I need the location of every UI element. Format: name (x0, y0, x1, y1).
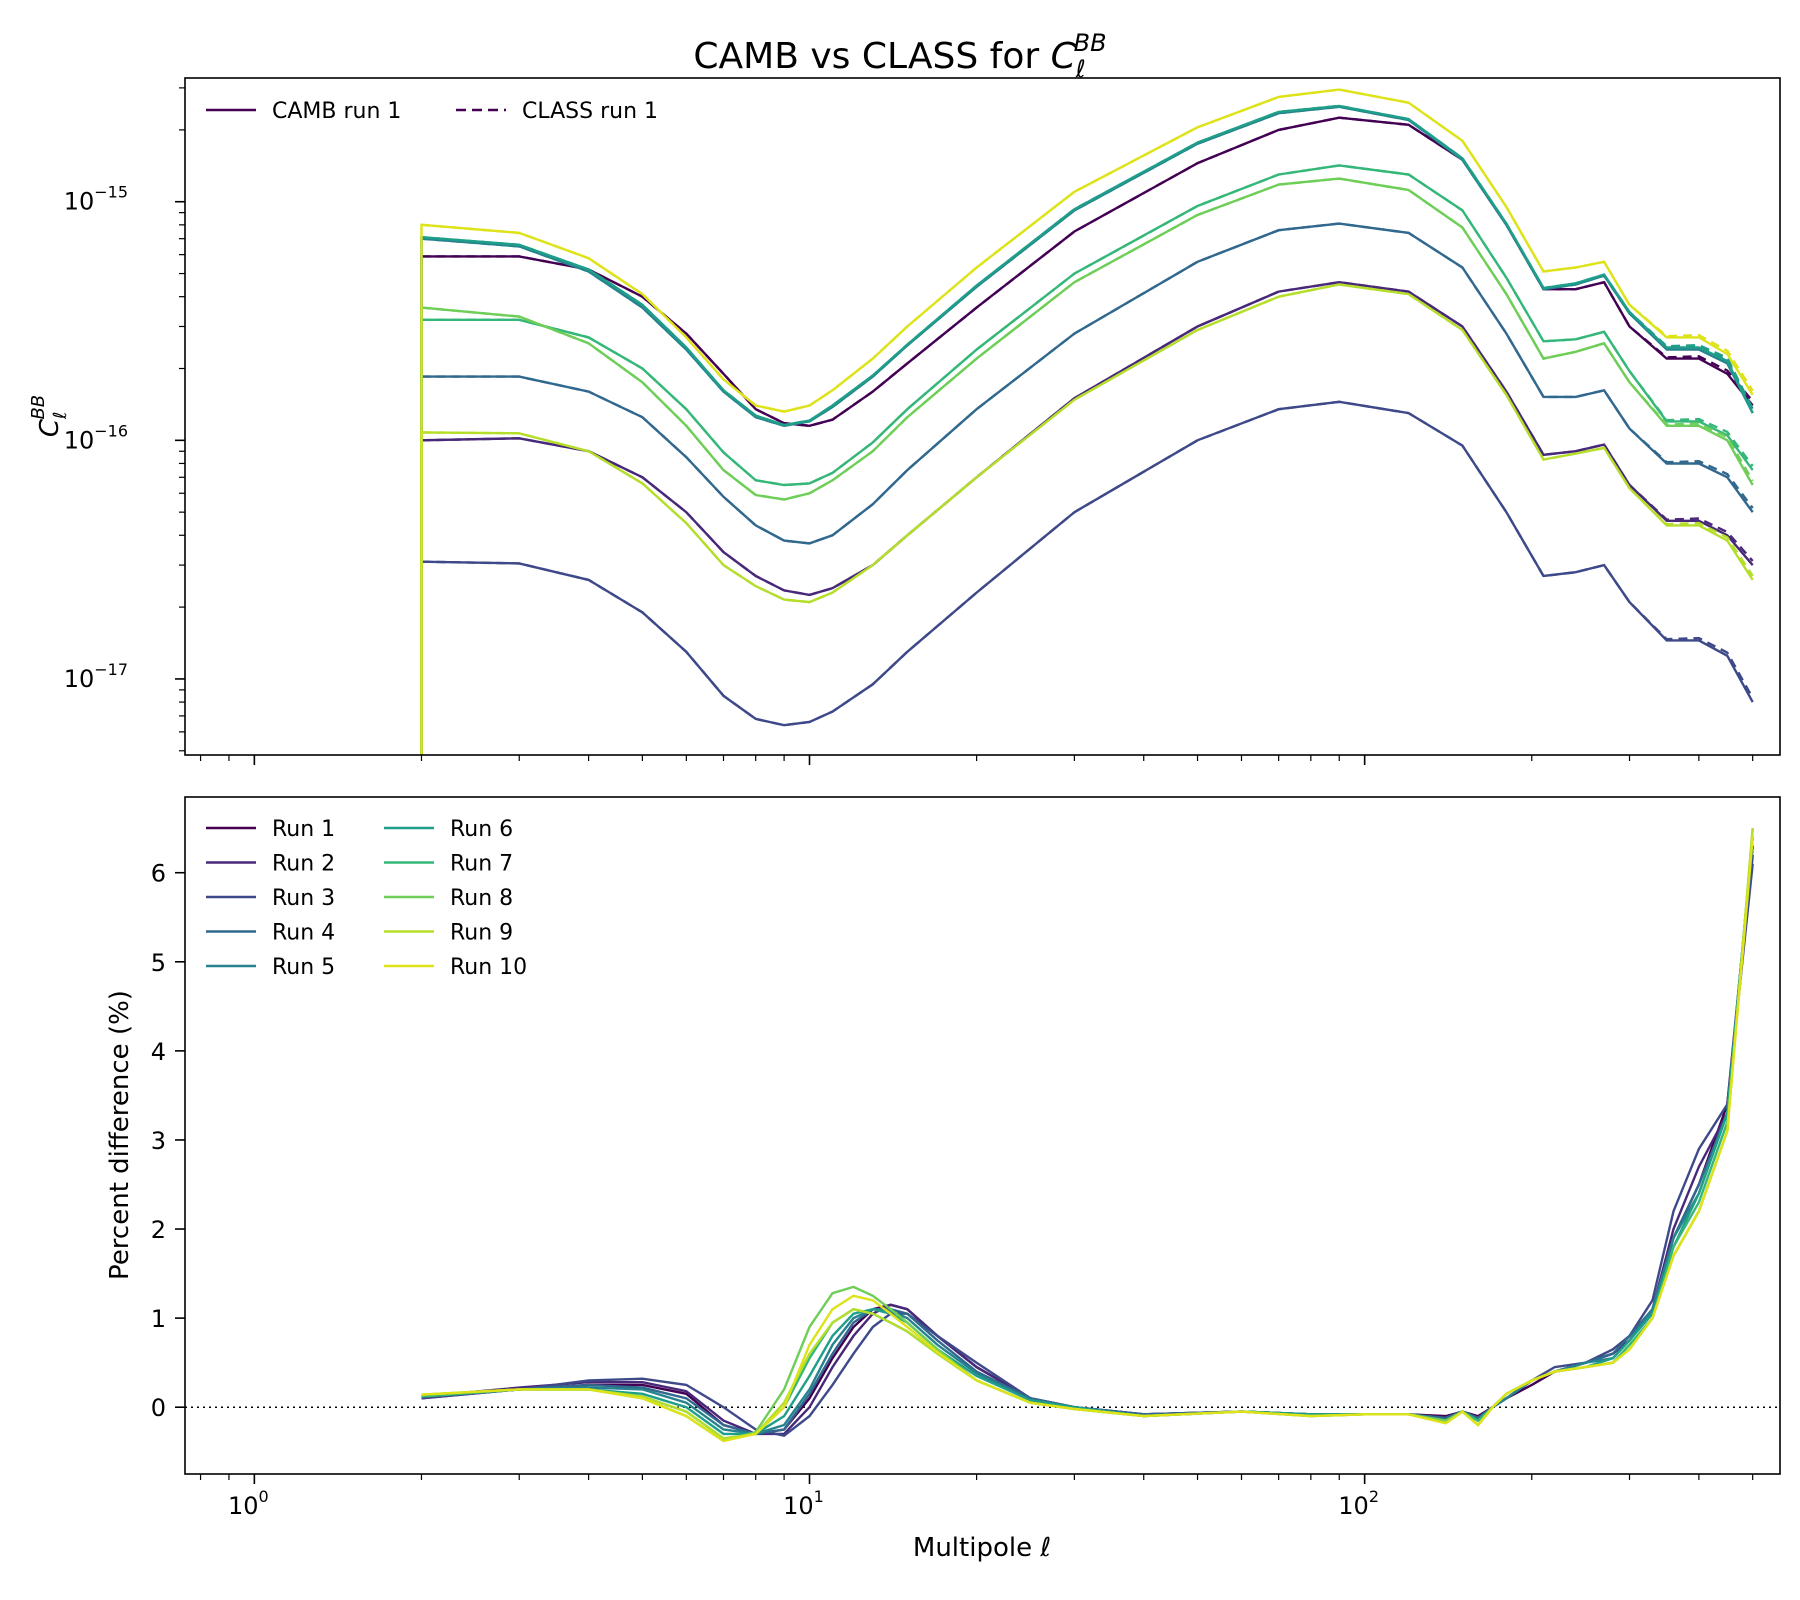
x-tick-label: 102 (1338, 1487, 1379, 1520)
bottom-y-tick-label: 1 (151, 1305, 166, 1333)
legend-label-run-4: Run 4 (272, 921, 335, 946)
class-line-run-2 (421, 280, 1754, 597)
top-y-tick-label: 10−17 (64, 660, 128, 693)
bottom-legend: Run 1 Run 2 Run 3 Run 4 Run 5 Run 6 Run 7 Run 8… (206, 817, 527, 980)
legend-label-run-5: Run 5 (272, 955, 335, 980)
class-line-run-7 (421, 164, 1754, 487)
diff-line-run-10 (421, 836, 1754, 1443)
legend-label-class: CLASS run 1 (522, 99, 658, 124)
top-plot-frame (184, 77, 1781, 756)
class-line-run-3 (421, 400, 1754, 727)
top-y-tick-label: 10−16 (64, 421, 128, 454)
bottom-y-tick-label: 5 (151, 949, 166, 977)
top-y-label: CℓBB (28, 395, 71, 437)
top-legend: CAMB run 1 CLASS run 1 (206, 99, 658, 124)
legend-label-run-3: Run 3 (272, 886, 335, 911)
x-axis-label: Multipole ℓ (913, 1533, 1051, 1563)
bottom-y-tick-label: 0 (151, 1394, 166, 1422)
class-line-run-6 (421, 104, 1754, 427)
legend-label-run-6: Run 6 (450, 817, 513, 842)
legend-label-run-2: Run 2 (272, 852, 335, 877)
legend-label-run-7: Run 7 (450, 852, 513, 877)
top-y-tick-label: 10−15 (64, 183, 128, 216)
legend-label-camb: CAMB run 1 (272, 99, 401, 124)
class-line-run-9 (421, 283, 1754, 604)
class-line-run-10 (421, 88, 1754, 413)
x-tick-label: 101 (783, 1487, 824, 1520)
class-line-run-1 (421, 116, 1754, 428)
bottom-y-tick-label: 3 (151, 1127, 166, 1155)
bottom-y-tick-label: 2 (151, 1216, 166, 1244)
top-panel: 10−17 10−16 10−15 CℓBB CAMB run 1 CLASS ru… (28, 77, 1781, 765)
x-tick-label: 100 (228, 1487, 269, 1520)
legend-label-run-10: Run 10 (450, 955, 527, 980)
class-line-run-4 (421, 222, 1754, 545)
bottom-plot-frame (184, 796, 1781, 1475)
class-line-run-8 (421, 177, 1754, 501)
chart-title: CAMB vs CLASS for CℓBB (693, 29, 1106, 83)
bottom-y-tick-label: 4 (151, 1038, 166, 1066)
camb-line-run-8 (420, 177, 1754, 755)
legend-label-run-9: Run 9 (450, 921, 513, 946)
bottom-y-tick-label: 6 (151, 860, 166, 888)
legend-label-run-1: Run 1 (272, 817, 335, 842)
legend-label-run-8: Run 8 (450, 886, 513, 911)
bottom-y-label: Percent difference (%) (105, 990, 135, 1280)
